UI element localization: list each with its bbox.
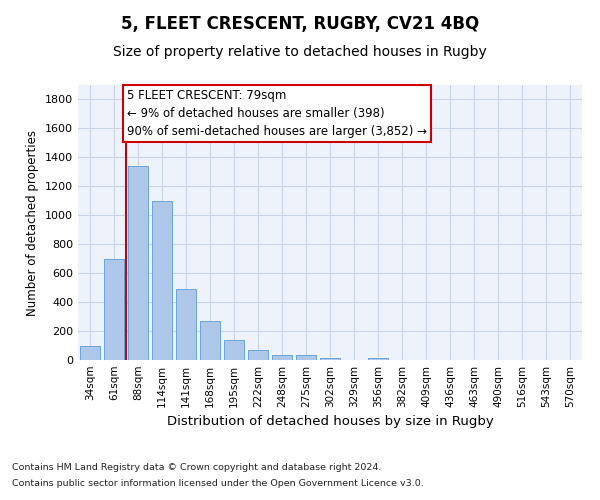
Text: Size of property relative to detached houses in Rugby: Size of property relative to detached ho… (113, 45, 487, 59)
Bar (248, 350, 268, 360)
Bar (80, 346, 100, 360)
Bar (152, 201, 172, 360)
Bar (224, 340, 244, 360)
Bar (176, 289, 196, 360)
Text: Contains public sector information licensed under the Open Government Licence v3: Contains public sector information licen… (12, 478, 424, 488)
Bar (128, 166, 148, 360)
Bar (368, 358, 388, 360)
Bar (320, 358, 340, 360)
Text: 5, FLEET CRESCENT, RUGBY, CV21 4BQ: 5, FLEET CRESCENT, RUGBY, CV21 4BQ (121, 15, 479, 33)
Bar (296, 355, 316, 360)
Bar (200, 321, 220, 360)
Bar (104, 258, 124, 360)
X-axis label: Distribution of detached houses by size in Rugby: Distribution of detached houses by size … (167, 416, 493, 428)
Text: 5 FLEET CRESCENT: 79sqm
← 9% of detached houses are smaller (398)
90% of semi-de: 5 FLEET CRESCENT: 79sqm ← 9% of detached… (127, 90, 427, 138)
Text: Contains HM Land Registry data © Crown copyright and database right 2024.: Contains HM Land Registry data © Crown c… (12, 464, 382, 472)
Y-axis label: Number of detached properties: Number of detached properties (26, 130, 40, 316)
Bar (272, 355, 292, 360)
